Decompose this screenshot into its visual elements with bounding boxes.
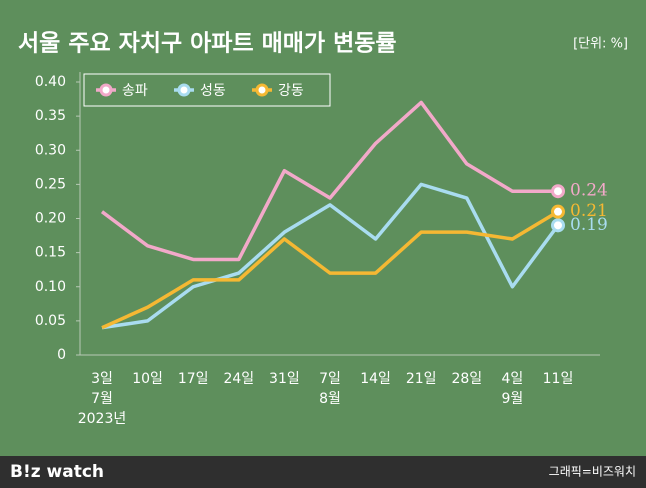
x-tick-label: 8월 xyxy=(319,391,341,407)
x-tick-label: 4일 xyxy=(502,371,524,387)
series-line xyxy=(100,100,558,262)
value-label: 0.19 xyxy=(570,215,608,235)
x-tick-label: 11일 xyxy=(543,371,574,387)
x-tick-label: 2023년 xyxy=(78,411,127,427)
series-line xyxy=(101,182,560,330)
legend-label: 강동 xyxy=(278,83,304,99)
y-tick-label: 0.05 xyxy=(35,313,66,329)
legend-box xyxy=(83,73,331,107)
y-tick-label: 0 xyxy=(57,347,66,363)
unit-label: [단위: %] xyxy=(573,37,628,52)
legend-marker xyxy=(99,83,113,97)
legend-label: 성동 xyxy=(200,83,226,99)
x-tick-label: 10일 xyxy=(132,371,163,387)
x-tick-label: 7월 xyxy=(91,391,113,407)
logo: B!z watch xyxy=(10,462,104,482)
value-label: 0.21 xyxy=(570,201,608,221)
x-tick-label: 7일 xyxy=(319,371,341,387)
x-tick-label: 21일 xyxy=(406,371,437,387)
y-tick-label: 0.15 xyxy=(35,245,66,261)
y-tick-label: 0.35 xyxy=(35,108,66,124)
y-tick-label: 0.40 xyxy=(35,74,66,90)
value-label: 0.24 xyxy=(570,181,608,201)
x-tick-label: 3일 xyxy=(91,371,113,387)
x-tick-label: 31일 xyxy=(269,371,300,387)
legend-label: 송파 xyxy=(122,83,148,99)
x-tick-label: 28일 xyxy=(451,371,482,387)
chart-title: 서울 주요 자치구 아파트 매매가 변동률 xyxy=(18,31,397,57)
background xyxy=(0,0,646,456)
x-tick-label: 9월 xyxy=(502,391,524,407)
legend-marker xyxy=(177,83,191,97)
x-tick-label: 17일 xyxy=(178,371,209,387)
credit: 그래픽=비즈워치 xyxy=(549,465,636,479)
end-marker xyxy=(551,184,565,199)
y-tick-label: 0.25 xyxy=(35,176,66,192)
x-tick-label: 24일 xyxy=(223,371,254,387)
footer-bar xyxy=(0,456,646,488)
end-marker xyxy=(551,218,565,233)
series-line xyxy=(101,210,559,330)
legend-marker xyxy=(255,83,269,97)
x-tick-label: 14일 xyxy=(360,371,391,387)
y-tick-label: 0.20 xyxy=(35,211,66,227)
y-tick-label: 0.30 xyxy=(35,142,66,158)
end-marker xyxy=(551,204,565,219)
y-tick-label: 0.10 xyxy=(35,279,66,295)
